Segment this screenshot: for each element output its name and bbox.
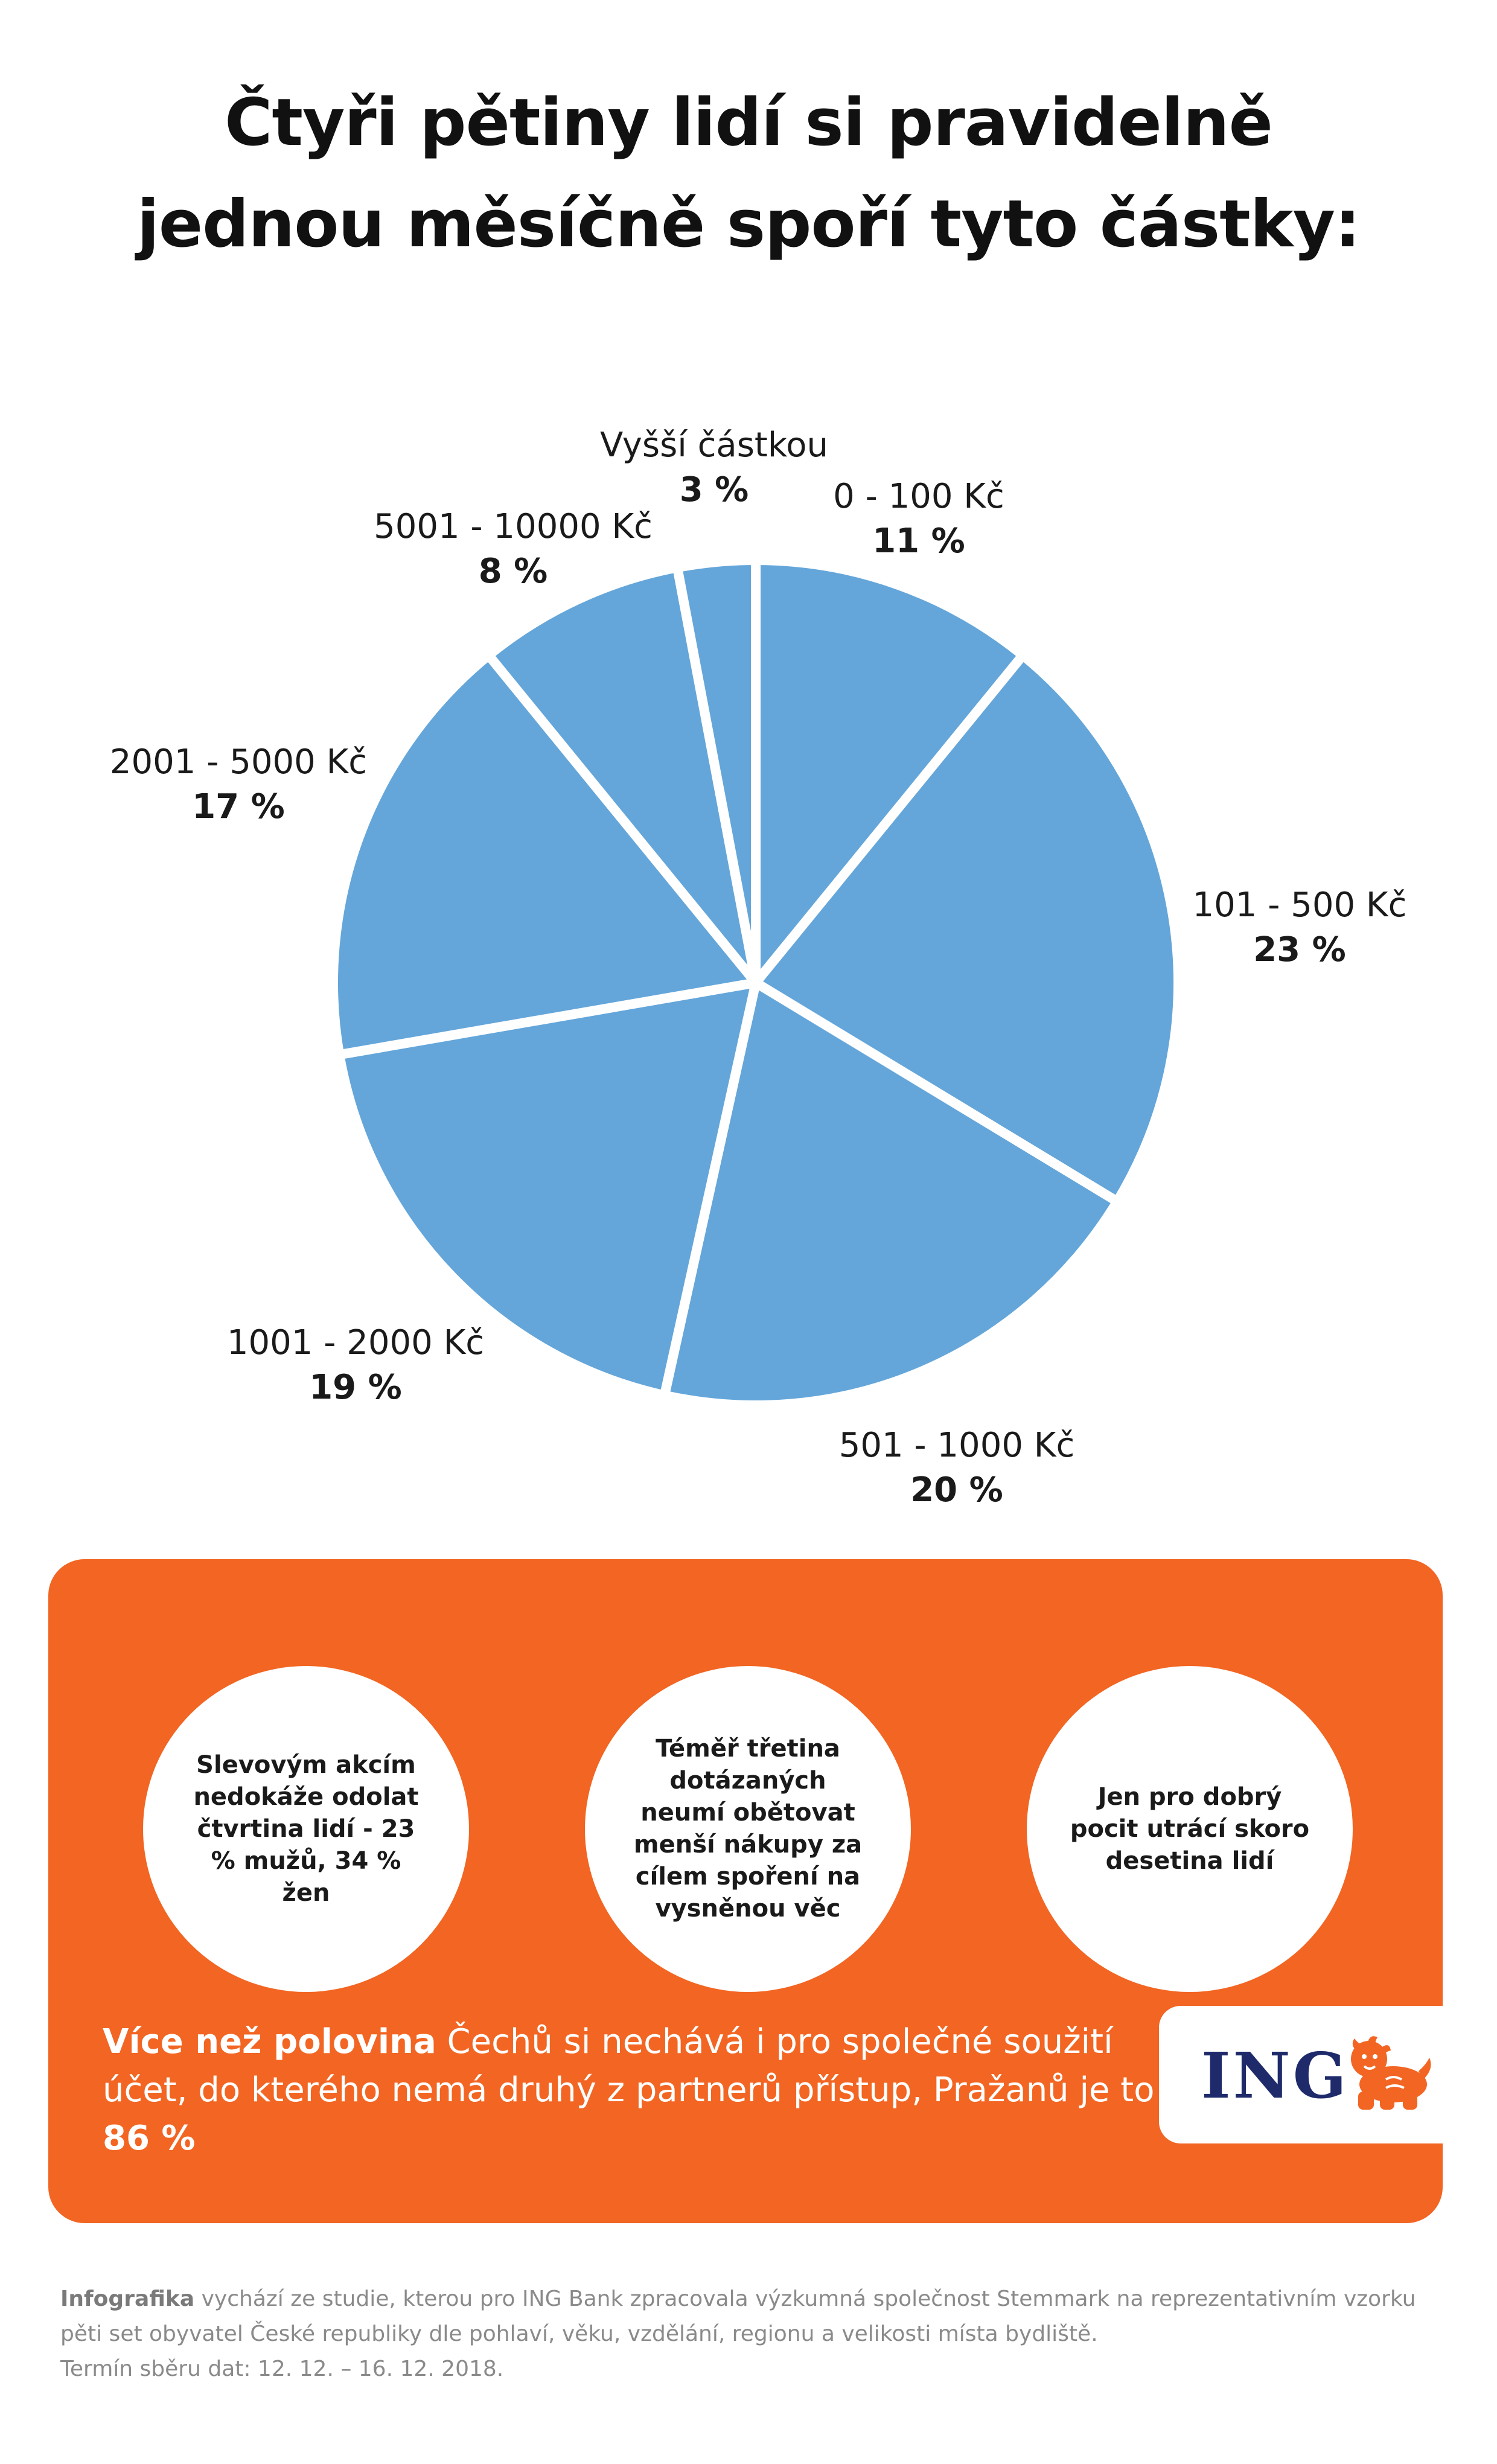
pie-chart [328,555,1183,1411]
slice-category-label: 101 - 500 Kč [1192,886,1407,925]
slice-category-label: 2001 - 5000 Kč [109,742,368,782]
statement-bold-start: Více než polovina [103,2022,436,2061]
footer-line-1-rest: vychází ze studie, kterou pro ING Bank z… [194,2287,1416,2311]
statement-middle: Čechů si nechává i pro společné soužití … [103,2022,1155,2110]
slice-value-label: 11 % [872,522,965,561]
slice-category-label: 0 - 100 Kč [833,477,1004,516]
title-line-2: jednou měsíčně spoří tyto částky: [136,187,1361,262]
pie-slice-7 [672,555,761,988]
pie-slice-4 [334,978,761,1400]
slice-label-6: 5001 - 10000 Kč 8 % [272,505,755,594]
fact-text-1: Slevovým akcím nedokáže odolat čtvrtina … [193,1751,419,1907]
slice-label-4: 1001 - 2000 Kč 19 % [114,1321,597,1410]
footer-line-2: pěti set obyvatel České republiky dle po… [60,2322,1098,2346]
slice-value-label: 23 % [1253,930,1346,969]
statement-bold-end: 86 % [103,2119,196,2158]
facts-panel: Slevovým akcím nedokáže odolat čtvrtina … [48,1559,1443,2223]
pie-slice-6 [484,563,761,988]
slice-value-label: 3 % [679,470,749,509]
footer-line-1: Infografika vychází ze studie, kterou pr… [60,2282,1437,2317]
ing-logo: ING [1159,2006,1443,2143]
footer-bold: Infografika [60,2287,195,2311]
fact-text-2: Téměř třetina dotázaných neumí obětovat … [633,1735,863,1923]
fact-text-3: Jen pro dobrý pocit utrácí skoro desetin… [1070,1783,1310,1875]
slice-category-label: 5001 - 10000 Kč [374,507,653,546]
pie-slice-5 [328,650,761,1060]
footer-line-3: Termín sběru dat: 12. 12. – 16. 12. 2018… [60,2357,504,2381]
fact-circle-2: Téměř třetina dotázaných neumí obětovat … [585,1666,911,1992]
pie-slice-3 [659,978,1122,1411]
slice-value-label: 20 % [910,1470,1003,1510]
slice-label-3: 501 - 1000 Kč 20 % [715,1423,1198,1513]
slice-label-1: 0 - 100 Kč 11 % [677,474,1160,564]
title-line-1: Čtyři pětiny lidí si pravidelně [225,85,1273,161]
page-title: Čtyři pětiny lidí si pravidelně jednou m… [0,72,1497,275]
slice-category-label: Vyšší částkou [599,426,829,465]
slice-value-label: 8 % [478,552,548,591]
slice-label-5: 2001 - 5000 Kč 17 % [0,740,480,829]
slice-category-label: 501 - 1000 Kč [838,1426,1075,1465]
slice-label-7: Vyšší částkou 3 % [473,423,956,512]
lion-icon [1351,2036,1431,2110]
slice-label-2: 101 - 500 Kč 23 % [1058,883,1497,972]
pie-slice-1 [751,555,1028,988]
ing-logo-text: ING [1201,2038,1349,2113]
slice-value-label: 17 % [192,787,285,826]
fact-circle-1: Slevovým akcím nedokáže odolat čtvrtina … [143,1666,469,1992]
slice-value-label: 19 % [309,1368,402,1407]
fact-circle-3: Jen pro dobrý pocit utrácí skoro desetin… [1027,1666,1353,1992]
partner-account-statement: Více než polovina Čechů si nechává i pro… [103,2018,1177,2163]
pie-slice-2 [751,650,1183,1207]
footer-note: Infografika vychází ze studie, kterou pr… [60,2282,1437,2387]
slice-category-label: 1001 - 2000 Kč [226,1323,485,1362]
